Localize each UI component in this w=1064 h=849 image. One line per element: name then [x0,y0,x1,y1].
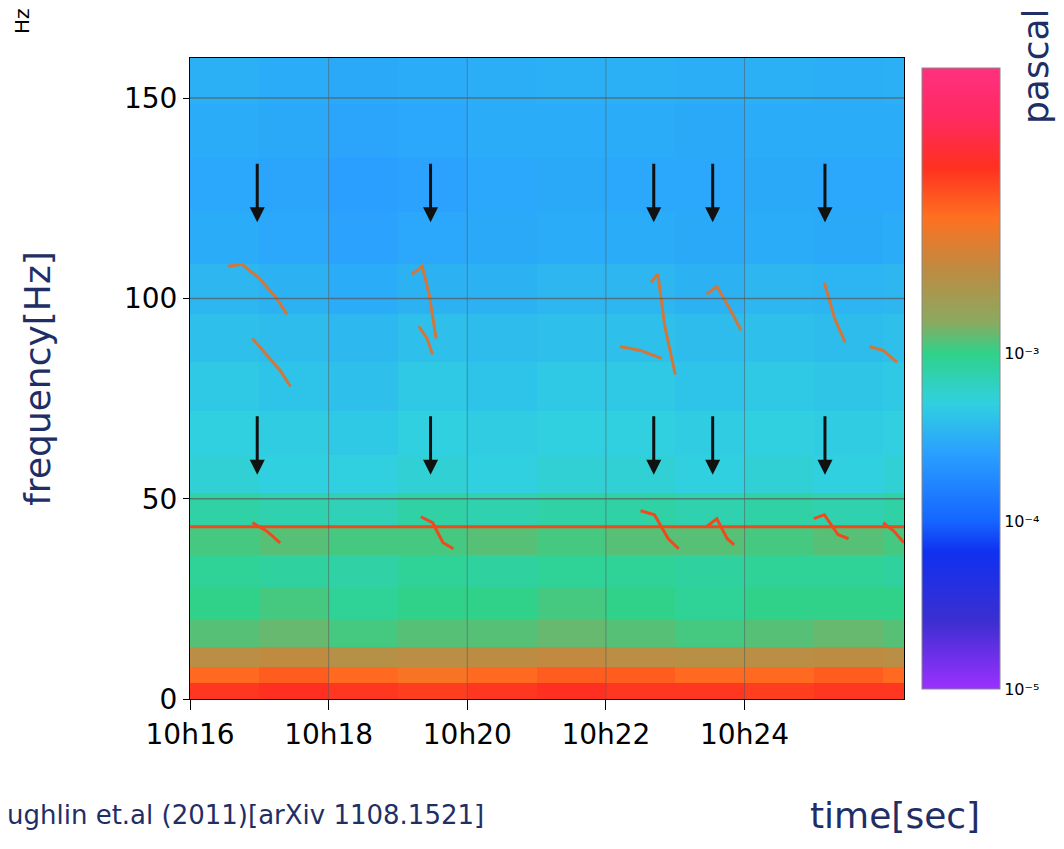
svg-text:ughlin et.al (2011)[arXiv 1108: ughlin et.al (2011)[arXiv 1108.1521] [7,800,484,830]
svg-text:10h22: 10h22 [561,718,650,751]
svg-text:150: 150 [124,82,177,115]
svg-text:frequency[Hz]: frequency[Hz] [17,251,58,506]
svg-text:time[sec]: time[sec] [810,795,980,836]
svg-text:10⁻³: 10⁻³ [1004,344,1039,363]
svg-text:0: 0 [160,683,178,716]
svg-text:10h24: 10h24 [700,718,789,751]
svg-text:10h16: 10h16 [145,718,234,751]
svg-text:50: 50 [142,482,178,515]
svg-text:pascal: pascal [1015,8,1056,124]
svg-text:Hz: Hz [10,8,34,34]
svg-text:10⁻⁵: 10⁻⁵ [1004,680,1039,699]
svg-text:100: 100 [124,282,177,315]
svg-text:10⁻⁴: 10⁻⁴ [1004,512,1039,531]
svg-text:10h18: 10h18 [284,718,373,751]
svg-text:10h20: 10h20 [423,718,512,751]
